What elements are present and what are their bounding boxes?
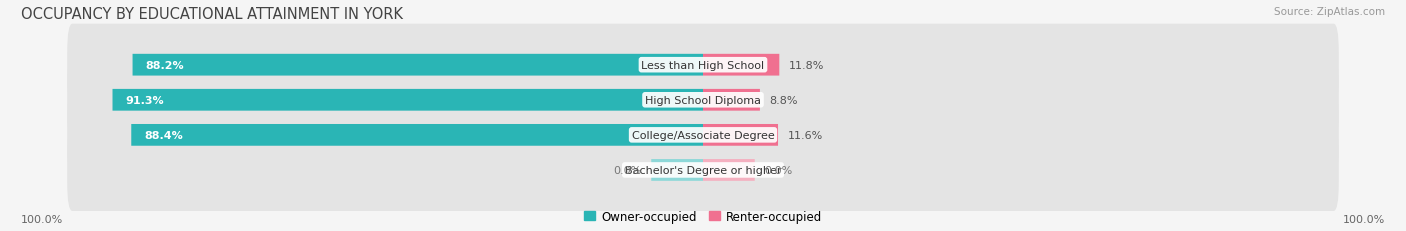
FancyBboxPatch shape bbox=[67, 94, 1339, 176]
Text: 0.0%: 0.0% bbox=[613, 165, 641, 175]
FancyBboxPatch shape bbox=[703, 159, 755, 181]
Text: College/Associate Degree: College/Associate Degree bbox=[631, 130, 775, 140]
FancyBboxPatch shape bbox=[67, 59, 1339, 141]
Text: 11.8%: 11.8% bbox=[789, 61, 824, 70]
Text: OCCUPANCY BY EDUCATIONAL ATTAINMENT IN YORK: OCCUPANCY BY EDUCATIONAL ATTAINMENT IN Y… bbox=[21, 7, 404, 22]
FancyBboxPatch shape bbox=[67, 129, 1339, 211]
Text: Source: ZipAtlas.com: Source: ZipAtlas.com bbox=[1274, 7, 1385, 17]
Legend: Owner-occupied, Renter-occupied: Owner-occupied, Renter-occupied bbox=[583, 210, 823, 223]
Text: 88.4%: 88.4% bbox=[145, 130, 183, 140]
Text: 100.0%: 100.0% bbox=[1343, 214, 1385, 225]
FancyBboxPatch shape bbox=[703, 90, 759, 111]
Text: 88.2%: 88.2% bbox=[145, 61, 184, 70]
Text: Bachelor's Degree or higher: Bachelor's Degree or higher bbox=[624, 165, 782, 175]
Text: 91.3%: 91.3% bbox=[125, 95, 165, 105]
Text: 11.6%: 11.6% bbox=[787, 130, 823, 140]
FancyBboxPatch shape bbox=[67, 24, 1339, 106]
Text: 0.0%: 0.0% bbox=[765, 165, 793, 175]
FancyBboxPatch shape bbox=[651, 159, 703, 181]
Text: 100.0%: 100.0% bbox=[21, 214, 63, 225]
FancyBboxPatch shape bbox=[703, 125, 778, 146]
Text: 8.8%: 8.8% bbox=[769, 95, 799, 105]
FancyBboxPatch shape bbox=[112, 90, 703, 111]
FancyBboxPatch shape bbox=[703, 55, 779, 76]
FancyBboxPatch shape bbox=[132, 55, 703, 76]
Text: Less than High School: Less than High School bbox=[641, 61, 765, 70]
FancyBboxPatch shape bbox=[131, 125, 703, 146]
Text: High School Diploma: High School Diploma bbox=[645, 95, 761, 105]
